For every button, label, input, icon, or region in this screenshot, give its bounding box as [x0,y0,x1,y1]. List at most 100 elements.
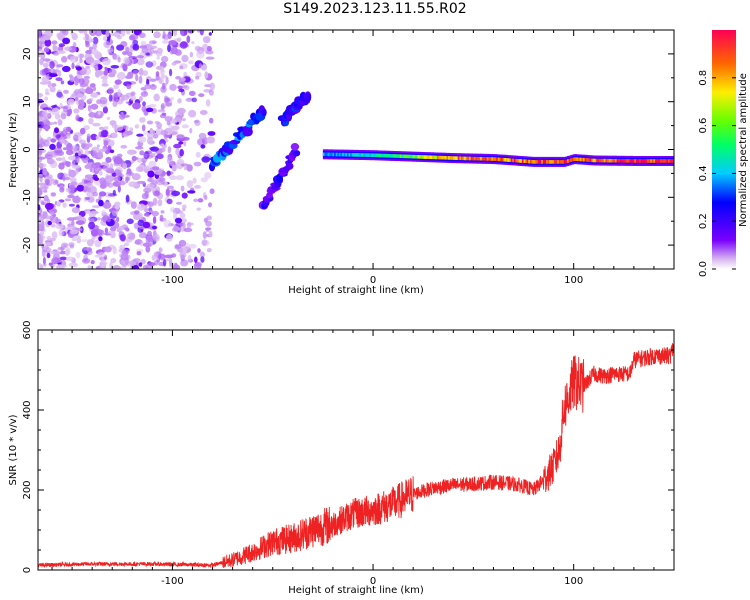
carrier-core [627,159,630,163]
noise-blob [195,75,200,80]
noise-blob [117,71,126,80]
noise-blob [86,133,91,139]
noise-blob [180,81,186,85]
noise-blob [100,129,109,138]
noise-blob [126,83,132,90]
noise-blob [133,210,140,215]
noise-blob [170,125,180,131]
noise-blob [39,231,45,236]
noise-blob [59,187,65,193]
noise-blob [54,127,59,134]
carrier-core [616,159,619,163]
carrier-core [417,155,420,159]
carrier-core [541,160,544,164]
carrier-core [379,153,382,158]
noise-blob [106,216,111,223]
noise-blob [186,164,193,172]
noise-blob [208,89,214,96]
noise-blob [118,226,125,231]
noise-blob [127,149,136,155]
noise-blob [66,142,73,149]
carrier-core [576,157,579,162]
carrier-core [356,153,359,157]
carrier-core [340,152,343,157]
noise-blob [132,102,141,110]
noise-blob [104,246,112,253]
y-tick-label: 400 [22,400,33,419]
noise-blob [53,52,59,56]
carrier-core [493,157,496,161]
noise-blob [79,53,85,59]
noise-blob [49,61,55,69]
carrier-core [623,159,626,163]
noise-blob [102,58,111,66]
noise-blob [183,141,187,147]
noise-blob [44,96,49,101]
carrier-core [390,154,393,158]
carrier-core [557,160,560,164]
noise-blob [52,44,57,52]
noise-blob [181,192,188,199]
carrier-core [505,158,508,162]
carrier-core [613,158,616,163]
y-tick-label: 10 [22,95,33,108]
carrier-core [457,156,460,160]
carrier-core [671,159,674,163]
noise-blob [88,98,94,102]
noise-blob [94,69,104,77]
noise-blob [54,147,63,154]
carrier-core [383,153,386,158]
carrier-core [342,152,345,157]
x-tick-label: -100 [161,576,184,587]
noise-blob [139,117,146,123]
carrier-core [489,157,492,161]
noise-blob [194,119,201,127]
carrier-core [444,156,447,160]
carrier-core [438,155,441,160]
noise-blob [181,218,188,223]
noise-blob [194,185,201,189]
carrier-core [517,159,520,163]
noise-blob [154,155,158,162]
noise-blob [204,172,212,179]
carrier-core [496,157,499,162]
noise-blob [193,161,202,167]
carrier-core [327,152,330,157]
carrier-core [404,154,407,159]
noise-blob [166,97,171,102]
carrier-core [651,159,654,163]
noise-blob [125,176,130,181]
noise-blob [166,156,173,165]
noise-blob [196,207,201,211]
noise-blob [138,75,143,84]
noise-blob [165,188,170,196]
carrier-core [436,155,439,160]
carrier-core [550,160,553,164]
snr-ylabel: SNR (10 * v/v) [8,414,19,485]
noise-blob [110,257,117,264]
noise-blob [138,262,143,267]
noise-blob [76,237,82,244]
noise-blob [69,244,75,249]
carrier-core [586,158,589,162]
carrier-core [387,153,390,158]
noise-blob [188,109,197,118]
noise-blob [209,82,215,91]
carrier-core [361,153,364,157]
carrier-core [525,159,528,164]
carrier-core [374,153,377,158]
noise-blob [38,163,47,168]
noise-blob [121,114,130,118]
noise-blob [82,258,91,264]
noise-blob [90,133,98,141]
carrier-core [488,157,491,161]
noise-blob [132,265,140,269]
noise-blob [51,40,58,45]
noise-blob [161,67,165,73]
noise-blob [113,221,120,229]
noise-blob [86,182,92,186]
carrier-core [419,155,422,159]
noise-blob [75,66,82,71]
noise-blob [164,116,173,122]
noise-blob [141,47,149,54]
